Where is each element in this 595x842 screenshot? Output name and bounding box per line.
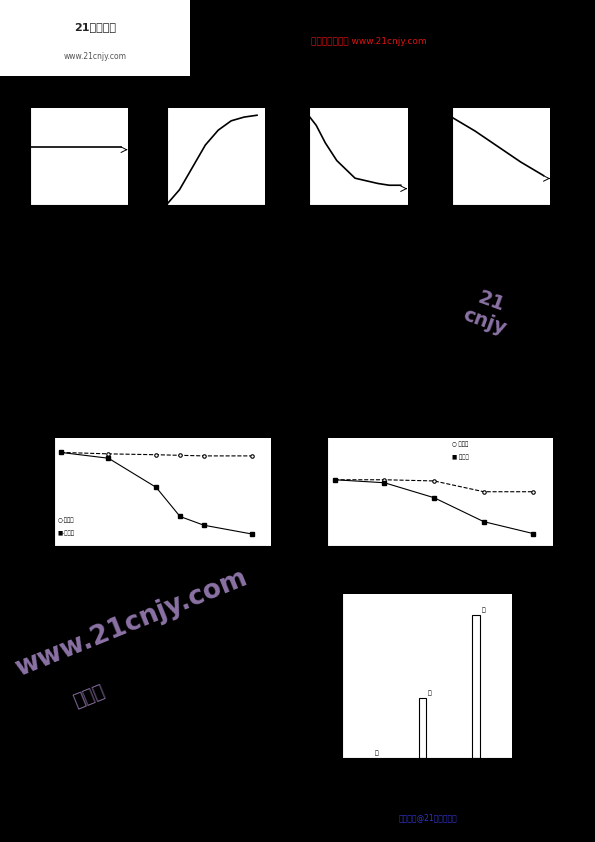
Y-axis label: 氧气的释放量: 氧气的释放量 bbox=[334, 664, 339, 687]
Text: ２１世纪教育网 www.21cnjy.com: ２１世纪教育网 www.21cnjy.com bbox=[311, 37, 427, 46]
Text: 安徽省: 安徽省 bbox=[71, 682, 108, 711]
Text: ○ 实验组: ○ 实验组 bbox=[452, 442, 468, 447]
Bar bbox=[419, 698, 426, 758]
Text: www.21cnjy.com: www.21cnjy.com bbox=[64, 52, 127, 61]
X-axis label: 时间: 时间 bbox=[497, 206, 505, 211]
Text: ○-实验组: ○-实验组 bbox=[58, 517, 74, 523]
X-axis label: 时间(d): 时间(d) bbox=[154, 566, 170, 572]
Bar bbox=[472, 615, 480, 758]
X-axis label: 光照强度: 光照强度 bbox=[418, 779, 436, 786]
Text: 版权所有@21世纪教育网: 版权所有@21世纪教育网 bbox=[399, 813, 458, 822]
Text: A: A bbox=[76, 224, 82, 234]
X-axis label: 时间: 时间 bbox=[75, 206, 83, 211]
Text: B: B bbox=[212, 224, 219, 234]
Text: ■-对照组: ■-对照组 bbox=[58, 530, 75, 536]
Y-axis label: 叶片光合速率
(umol/m2.s-1): 叶片光合速率 (umol/m2.s-1) bbox=[21, 470, 33, 514]
Text: C: C bbox=[355, 224, 362, 234]
Y-axis label: 叶片中蛋白质含量
(mg/g鲜重): 叶片中蛋白质含量 (mg/g鲜重) bbox=[290, 477, 302, 507]
X-axis label: 时间: 时间 bbox=[212, 206, 220, 211]
Text: 甲: 甲 bbox=[374, 750, 378, 756]
Text: D: D bbox=[497, 224, 505, 234]
Text: www.21cnjy.com: www.21cnjy.com bbox=[11, 565, 251, 682]
X-axis label: 时间(d): 时间(d) bbox=[432, 566, 449, 572]
FancyBboxPatch shape bbox=[0, 0, 190, 76]
Y-axis label: 细胞内有机物浓度区: 细胞内有机物浓度区 bbox=[23, 139, 29, 173]
Text: ■ 对照组: ■ 对照组 bbox=[452, 455, 468, 461]
X-axis label: 时间: 时间 bbox=[355, 206, 362, 211]
Text: 21世纪教育: 21世纪教育 bbox=[74, 22, 116, 31]
Y-axis label: 溶剂中溶质浓度变化: 溶剂中溶质浓度变化 bbox=[445, 139, 451, 173]
Text: 甲: 甲 bbox=[159, 562, 165, 572]
Text: 乙: 乙 bbox=[428, 690, 431, 696]
Text: 乙: 乙 bbox=[437, 562, 443, 572]
Y-axis label: 物质X运输速率: 物质X运输速率 bbox=[302, 143, 308, 169]
Y-axis label: 酶促反应速率: 酶促反应速率 bbox=[159, 145, 165, 168]
Text: 21
cnjy: 21 cnjy bbox=[460, 285, 516, 338]
Text: 丙: 丙 bbox=[481, 608, 485, 613]
